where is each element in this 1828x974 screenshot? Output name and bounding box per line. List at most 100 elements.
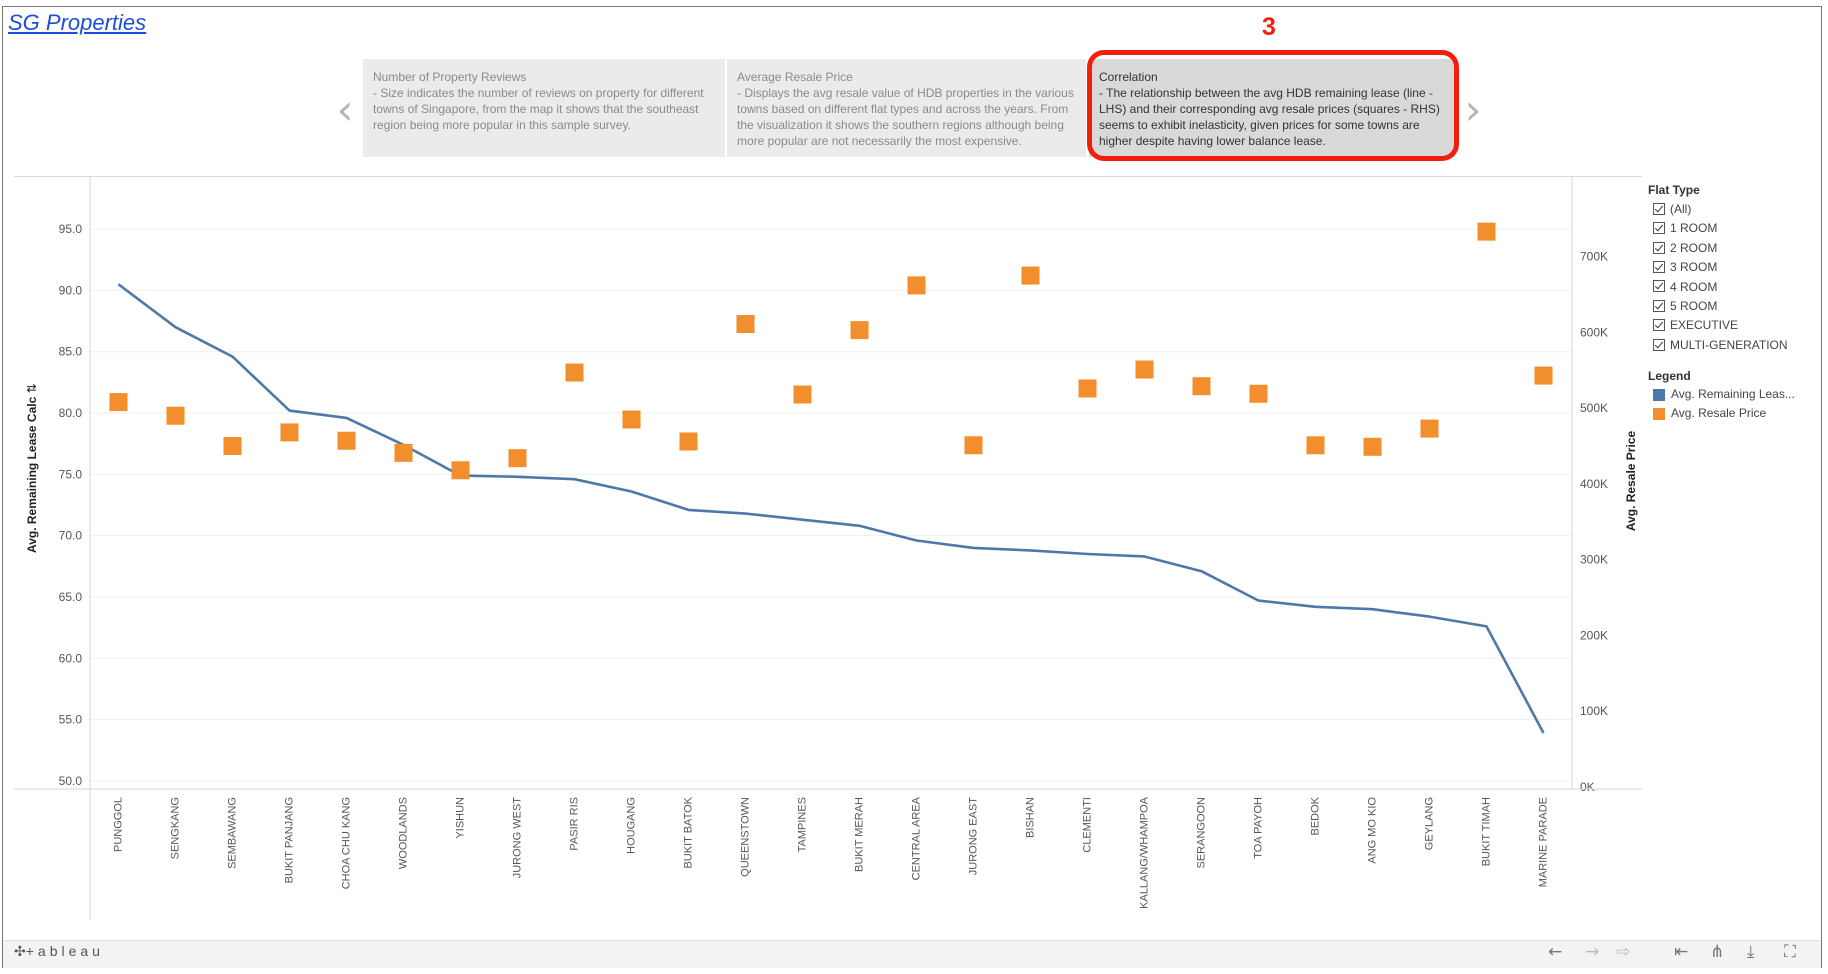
- y-right-tick-label: 200K: [1580, 628, 1608, 642]
- resale-price-square: [850, 321, 869, 340]
- filter-option-label: EXECUTIVE: [1670, 318, 1739, 333]
- resale-price-square: [964, 436, 983, 455]
- chevron-left-icon: ‹: [336, 85, 354, 134]
- annotation-number: 3: [1262, 13, 1276, 41]
- resale-price-square: [1363, 437, 1382, 456]
- filter-option[interactable]: 1 ROOM: [1653, 220, 1717, 237]
- x-tick-label: KALLANG/WHAMPOA: [1138, 796, 1150, 909]
- share-icon[interactable]: ⋔: [1710, 942, 1725, 962]
- tableau-logo[interactable]: ✣+ableau: [14, 943, 104, 960]
- x-tick-label: SERANGOON: [1195, 797, 1207, 869]
- resale-price-square: [1420, 419, 1439, 438]
- resale-price-square: [1021, 266, 1040, 285]
- x-tick-label: WOODLANDS: [397, 797, 409, 869]
- y-right-tick-label: 100K: [1580, 704, 1608, 718]
- redo-icon[interactable]: →: [1585, 942, 1600, 962]
- resale-price-square: [1249, 384, 1268, 403]
- x-tick-label: CENTRAL AREA: [910, 796, 922, 880]
- y-left-tick-label: 50.0: [59, 774, 83, 788]
- y-right-tick-label: 400K: [1580, 477, 1608, 491]
- x-tick-label: CLEMENTI: [1081, 797, 1093, 853]
- x-tick-label: BUKIT BATOK: [682, 796, 694, 868]
- x-tick-label: QUEENSTOWN: [739, 797, 751, 877]
- resale-price-square: [280, 423, 299, 442]
- story-point-2[interactable]: Average Resale Price - Displays the avg …: [727, 59, 1086, 157]
- x-tick-label: BUKIT PANJANG: [283, 797, 295, 883]
- resale-price-square: [1534, 366, 1553, 385]
- checkbox-checked-icon[interactable]: [1653, 202, 1665, 215]
- checkbox-checked-icon[interactable]: [1653, 319, 1665, 332]
- undo-icon[interactable]: ←: [1548, 942, 1563, 962]
- story-point-title: Number of Property Reviews: [373, 70, 527, 84]
- resale-price-square: [451, 461, 470, 480]
- story-point-description: - Size indicates the number of reviews o…: [373, 86, 704, 132]
- y-left-tick-label: 60.0: [59, 651, 83, 665]
- resale-price-square: [907, 276, 926, 295]
- filter-option[interactable]: (All): [1653, 201, 1691, 218]
- story-point-1[interactable]: Number of Property Reviews - Size indica…: [363, 59, 725, 157]
- resale-price-square: [166, 406, 185, 425]
- checkbox-checked-icon[interactable]: [1653, 222, 1665, 235]
- y-axis-right-title: Avg. Resale Price: [1624, 430, 1638, 532]
- filter-option[interactable]: MULTI-GENERATION: [1653, 337, 1788, 354]
- y-right-tick-label: 600K: [1580, 325, 1608, 339]
- tableau-toolbar: [3, 940, 1821, 968]
- checkbox-checked-icon[interactable]: [1653, 299, 1665, 312]
- y-right-tick-label: 0K: [1580, 780, 1595, 794]
- resale-price-square: [736, 315, 755, 334]
- filter-option[interactable]: 2 ROOM: [1653, 240, 1717, 257]
- checkbox-checked-icon[interactable]: [1653, 261, 1665, 274]
- filter-option-label: (All): [1670, 201, 1692, 216]
- resale-price-square: [1477, 222, 1496, 241]
- fullscreen-icon[interactable]: ⛶: [1784, 942, 1796, 962]
- y-left-tick-label: 65.0: [59, 590, 83, 604]
- resale-price-square: [1306, 436, 1325, 455]
- checkbox-checked-icon[interactable]: [1653, 241, 1665, 254]
- resale-price-square: [793, 385, 812, 404]
- resale-price-square: [223, 437, 242, 456]
- x-tick-label: MARINE PARADE: [1537, 797, 1549, 887]
- x-tick-label: GEYLANG: [1423, 797, 1435, 850]
- filter-option-label: 1 ROOM: [1670, 221, 1718, 236]
- y-left-tick-label: 85.0: [59, 345, 83, 359]
- y-left-tick-label: 90.0: [59, 283, 83, 297]
- filter-option-label: 5 ROOM: [1670, 298, 1718, 313]
- x-tick-label: BISHAN: [1024, 797, 1036, 838]
- filter-option-label: 4 ROOM: [1670, 279, 1718, 294]
- revert-icon[interactable]: ⇨: [1616, 942, 1631, 962]
- filter-option[interactable]: 4 ROOM: [1653, 279, 1717, 296]
- legend-item[interactable]: Avg. Resale Price: [1653, 406, 1766, 420]
- story-point-3[interactable]: Correlation - The relationship between t…: [1089, 59, 1455, 157]
- download-icon[interactable]: ⤓: [1747, 942, 1755, 962]
- dashboard-title-link[interactable]: SG Properties: [8, 10, 147, 35]
- legend-item[interactable]: Avg. Remaining Leas...: [1653, 387, 1795, 401]
- story-prev-button[interactable]: ‹: [330, 89, 360, 131]
- x-tick-label: JURONG EAST: [967, 797, 979, 876]
- resale-price-square: [1192, 377, 1211, 396]
- story-next-button[interactable]: ›: [1458, 89, 1488, 131]
- checkbox-checked-icon[interactable]: [1653, 280, 1665, 293]
- x-tick-label: SEMBAWANG: [226, 797, 238, 869]
- x-tick-label: HOUGANG: [625, 797, 637, 854]
- filter-option[interactable]: EXECUTIVE: [1653, 317, 1738, 334]
- y-right-tick-label: 300K: [1580, 553, 1608, 567]
- filter-option-label: 3 ROOM: [1670, 260, 1718, 275]
- filter-option[interactable]: 5 ROOM: [1653, 298, 1717, 315]
- resale-price-square: [394, 443, 413, 462]
- filter-option[interactable]: 3 ROOM: [1653, 259, 1717, 276]
- x-tick-label: SENGKANG: [169, 797, 181, 859]
- resale-price-square: [622, 410, 641, 429]
- x-tick-label: BEDOK: [1309, 796, 1321, 835]
- resale-price-square: [565, 363, 584, 382]
- story-point-description: - The relationship between the avg HDB r…: [1099, 86, 1440, 148]
- dashboard-frame: [2, 6, 1822, 968]
- checkbox-checked-icon[interactable]: [1653, 338, 1665, 351]
- x-tick-label: JURONG WEST: [511, 797, 523, 879]
- dual-axis-chart: 95.0 90.0 85.0 80.0 75.0 70.0 65.0 60.0 55.0 50.0…: [14, 176, 1642, 920]
- reset-icon[interactable]: ⇤: [1674, 942, 1689, 962]
- y-right-tick-label: 500K: [1580, 401, 1608, 415]
- x-tick-label: BUKIT MERAH: [853, 797, 865, 872]
- x-tick-label: PASIR RIS: [568, 797, 580, 851]
- y-left-tick-label: 75.0: [59, 467, 83, 481]
- sort-icon[interactable]: ⇅: [25, 383, 39, 394]
